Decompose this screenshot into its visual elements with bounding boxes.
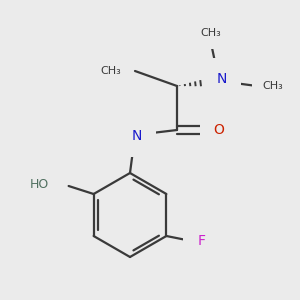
Text: H: H (118, 130, 128, 142)
Text: HO: HO (29, 178, 49, 190)
Text: CH₃: CH₃ (100, 66, 121, 76)
Text: O: O (214, 123, 224, 137)
Text: CH₃: CH₃ (201, 28, 221, 38)
Text: CH₃: CH₃ (262, 81, 284, 91)
Text: N: N (217, 72, 227, 86)
Text: N: N (132, 129, 142, 143)
Text: F: F (197, 234, 206, 248)
